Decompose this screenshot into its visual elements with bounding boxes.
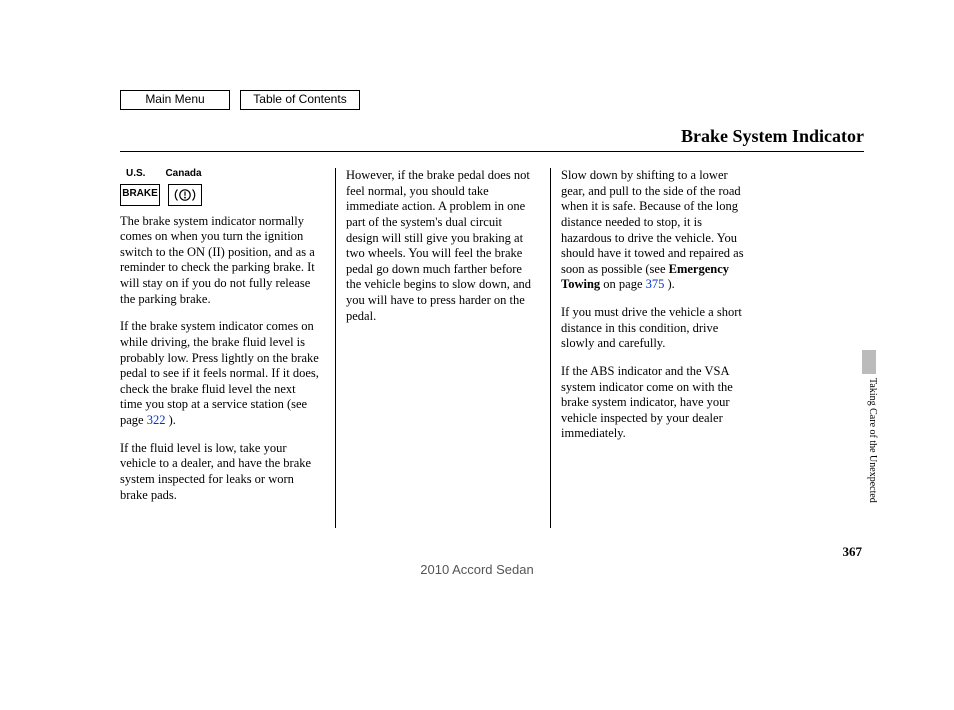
label-us: U.S.	[126, 168, 145, 181]
col3-p2: If you must drive the vehicle a short di…	[561, 305, 749, 352]
col3-p1b: on page	[600, 277, 645, 291]
label-canada: Canada	[165, 168, 201, 181]
nav-buttons: Main Menu Table of Contents	[120, 90, 864, 110]
content-columns: U.S. Canada BRAKE The brake system indic…	[120, 168, 864, 528]
indicator-icons: BRAKE	[120, 184, 319, 206]
page-title: Brake System Indicator	[120, 126, 864, 147]
brake-us-icon: BRAKE	[120, 184, 160, 206]
main-menu-button[interactable]: Main Menu	[120, 90, 230, 110]
brake-canada-icon	[168, 184, 202, 206]
col1-p2b: ).	[165, 413, 175, 427]
link-page-375[interactable]: 375	[646, 277, 665, 291]
link-page-322[interactable]: 322	[147, 413, 166, 427]
col3-p1a: Slow down by shifting to a lower gear, a…	[561, 168, 744, 276]
col1-p3: If the fluid level is low, take your veh…	[120, 441, 319, 504]
col1-p2: If the brake system indicator comes on w…	[120, 319, 319, 428]
column-3: Slow down by shifting to a lower gear, a…	[550, 168, 765, 528]
footer-model: 2010 Accord Sedan	[0, 562, 954, 577]
column-1: U.S. Canada BRAKE The brake system indic…	[120, 168, 335, 528]
indicator-labels: U.S. Canada	[126, 168, 319, 181]
col3-p1: Slow down by shifting to a lower gear, a…	[561, 168, 749, 293]
col3-p3: If the ABS indicator and the VSA system …	[561, 364, 749, 442]
col1-p1: The brake system indicator normally come…	[120, 214, 319, 308]
toc-button[interactable]: Table of Contents	[240, 90, 360, 110]
col1-p2a: If the brake system indicator comes on w…	[120, 319, 319, 427]
section-label: Taking Care of the Unexpected	[867, 378, 878, 503]
col2-p1: However, if the brake pedal does not fee…	[346, 168, 534, 324]
page-number: 367	[843, 544, 863, 560]
column-2: However, if the brake pedal does not fee…	[335, 168, 550, 528]
col3-p1c: ).	[664, 277, 674, 291]
header-row: Brake System Indicator	[120, 126, 864, 152]
section-tab	[862, 350, 876, 374]
